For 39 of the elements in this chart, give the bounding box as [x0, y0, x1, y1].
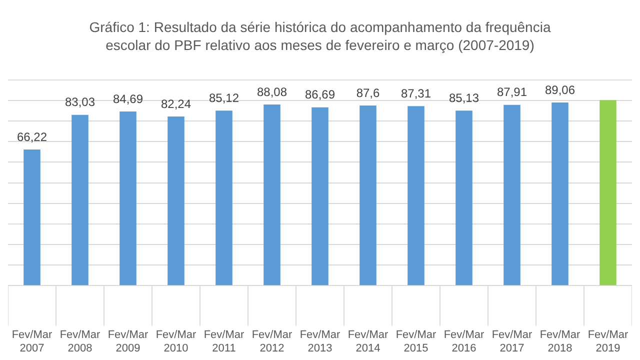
bar	[600, 100, 616, 286]
x-tick-label: Fev/Mar 2013	[300, 329, 340, 354]
data-label: 85,12	[208, 90, 240, 105]
x-tick-label: Fev/Mar 2010	[156, 329, 196, 354]
x-tick-label: Fev/Mar 2015	[396, 329, 436, 354]
bar	[360, 105, 376, 286]
x-tick-label: Fev/Mar 2019	[588, 329, 628, 354]
data-label: 87,31	[400, 86, 432, 100]
bar	[408, 106, 424, 286]
bar	[504, 104, 520, 286]
data-label: 89,06	[544, 82, 576, 97]
x-tick-label: Fev/Mar 2008	[60, 329, 100, 354]
bar	[24, 149, 40, 286]
bar	[168, 116, 184, 286]
data-label: 86,69	[304, 88, 336, 102]
x-tick-label: Fev/Mar 2007	[12, 329, 52, 354]
data-label: 87,6	[356, 86, 380, 100]
x-tick-label: Fev/Mar 2016	[444, 329, 484, 354]
data-label: 85,13	[448, 90, 480, 105]
x-tick-label: Fev/Mar 2011	[204, 329, 244, 354]
bar	[216, 110, 232, 286]
data-label: 82,24	[160, 96, 192, 111]
data-label: 83,03	[64, 95, 96, 110]
bar	[264, 104, 280, 286]
x-tick-label: Fev/Mar 2012	[252, 329, 292, 354]
data-label: 66,22	[16, 130, 48, 144]
x-tick-label: Fev/Mar 2017	[492, 329, 532, 354]
x-tick-label: Fev/Mar 2009	[108, 329, 148, 354]
bar	[72, 114, 88, 286]
x-tick-label: Fev/Mar 2018	[540, 329, 580, 354]
x-tick-label: Fev/Mar 2014	[348, 329, 388, 354]
bar	[552, 102, 568, 286]
data-label: 88,08	[256, 84, 288, 99]
data-label: 87,91	[496, 85, 528, 100]
bar	[456, 110, 472, 286]
data-label: 84,69	[112, 92, 144, 106]
chart-title: Gráfico 1: Resultado da série histórica do acompanhamento da frequência escolar do PBF relativo aos meses de fevereiro e março (2007-2019)	[88, 18, 552, 55]
bar	[312, 107, 328, 286]
bar	[120, 111, 136, 286]
